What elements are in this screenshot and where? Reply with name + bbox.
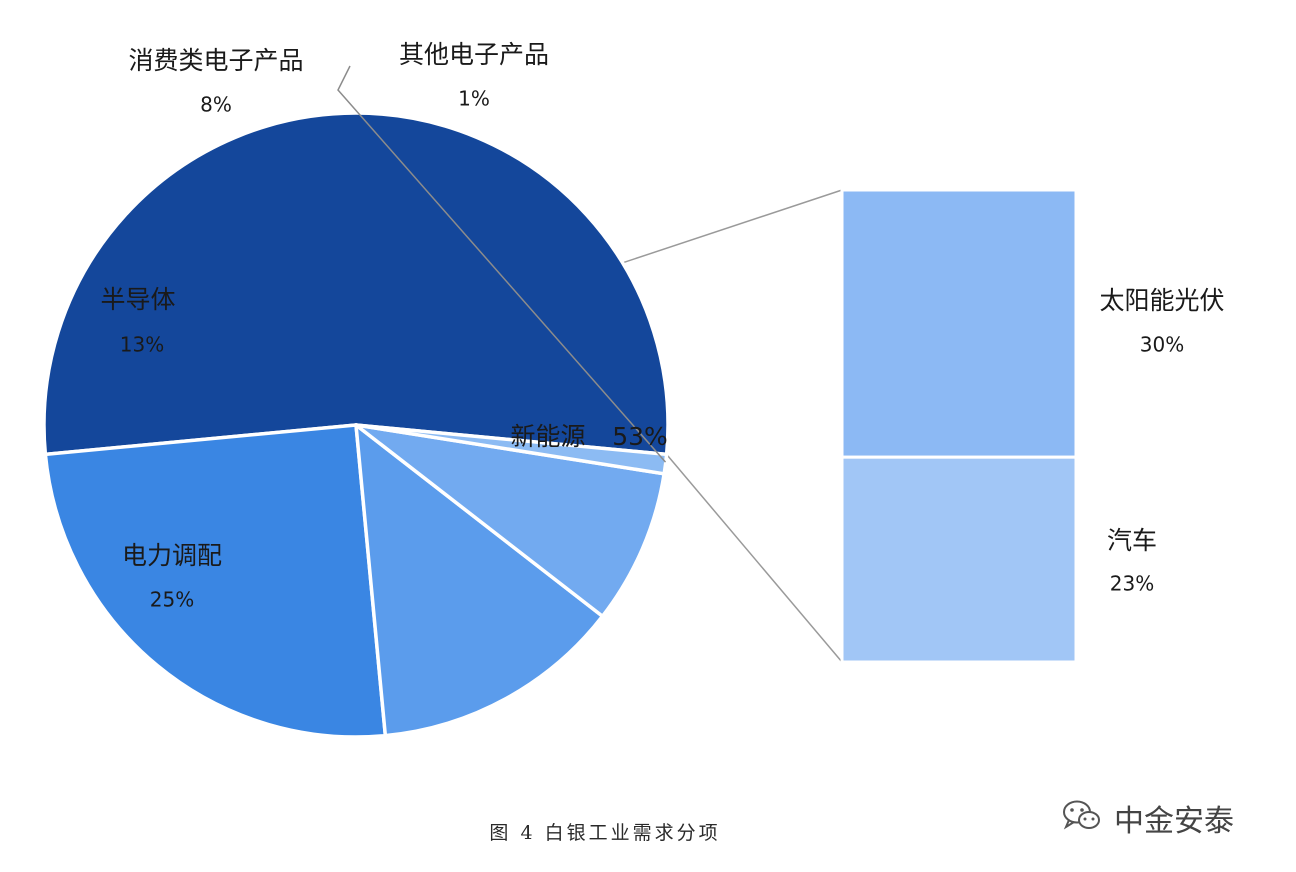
leader-line — [337, 65, 667, 463]
wechat-icon — [1062, 799, 1102, 837]
data-labels: 新能源 53% 电力调配 25% 半导体 13% 消费类电子产品 8% 其他电子产品 1% 太阳能光… — [100, 40, 1224, 612]
breakdown-segment — [840, 455, 1078, 664]
pie-slices — [42, 111, 670, 739]
source-name: 中金安泰 — [1114, 804, 1234, 839]
leader-lines — [337, 65, 667, 463]
slice-label: 消费类电子产品 — [128, 46, 303, 75]
breakdown-label: 太阳能光伏 — [1099, 286, 1224, 315]
breakdown-bar — [840, 188, 1078, 664]
slice-label: 电力调配 — [122, 541, 222, 570]
pie-slice — [354, 423, 666, 618]
slice-value-label: 1% — [458, 87, 490, 111]
pie-slice — [354, 423, 669, 476]
connector-line — [666, 453, 843, 663]
slice-value-label: 25% — [150, 588, 194, 612]
breakdown-value-label: 30% — [1140, 333, 1184, 357]
breakdown-segment — [840, 188, 1078, 459]
breakdown-value-label: 23% — [1110, 572, 1154, 596]
slice-value-label: 8% — [200, 93, 232, 117]
slice-value-label: 13% — [120, 333, 164, 357]
pie-slice — [42, 111, 670, 457]
breakdown-label: 汽车 — [1107, 526, 1157, 555]
slice-label: 其他电子产品 — [399, 40, 549, 69]
figure-caption: 图 4 白银工业需求分项 — [489, 822, 721, 844]
pie-slice — [354, 423, 605, 738]
slice-label: 新能源 — [510, 422, 585, 451]
source-mark: 中金安泰 — [1062, 796, 1234, 840]
pie-slice — [43, 423, 388, 739]
slice-label: 半导体 — [100, 285, 175, 314]
slice-value-label: 53% — [612, 422, 668, 451]
